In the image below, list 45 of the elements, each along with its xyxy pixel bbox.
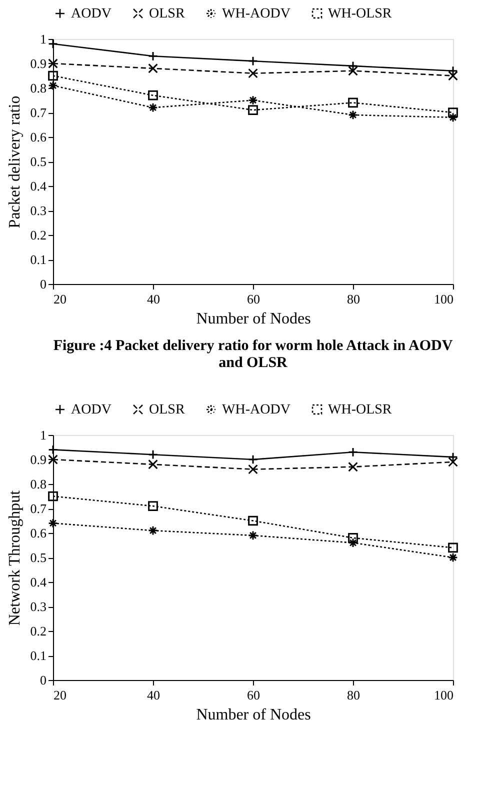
x-tick-label: 60 bbox=[247, 688, 260, 702]
x-tick-label: 100 bbox=[434, 292, 454, 306]
y-tick-label: 0.7 bbox=[30, 105, 47, 120]
y-tick-label: 1 bbox=[40, 32, 46, 46]
y-tick-label: 0.8 bbox=[30, 80, 46, 96]
x-tick-label: 20 bbox=[54, 688, 66, 702]
x-axis-title: Number of Nodes bbox=[196, 706, 311, 724]
y-tick-label: 0.4 bbox=[30, 178, 47, 194]
y-tick-label: 0.5 bbox=[30, 550, 46, 565]
legend-label: WH-AODV bbox=[222, 402, 290, 418]
x-tick-label: 60 bbox=[247, 292, 260, 306]
y-tick-label: 0.4 bbox=[30, 574, 47, 590]
y-tick-label: 0.7 bbox=[30, 501, 47, 516]
y-axis-title: Network Throughput bbox=[6, 490, 24, 626]
x-axis-title: Number of Nodes bbox=[196, 310, 311, 328]
y-tick-label: 0.3 bbox=[30, 203, 46, 218]
text: Figure :4 Packet delivery ratio for worm hole Attack in AODV and OLSR bbox=[53, 338, 453, 371]
y-tick-label: 1 bbox=[40, 428, 46, 442]
legend-label: AODV bbox=[71, 6, 112, 22]
y-tick-label: 0 bbox=[40, 672, 46, 688]
y-tick-label: 0.8 bbox=[30, 476, 46, 492]
x-tick-label: 40 bbox=[147, 688, 160, 702]
y-tick-label: 0.6 bbox=[30, 130, 47, 144]
legend-label: WH-OLSR bbox=[328, 402, 392, 418]
y-tick-label: 0.9 bbox=[30, 56, 46, 71]
legend-label: OLSR bbox=[149, 6, 186, 22]
y-axis-title: Packet delivery ratio bbox=[6, 96, 24, 228]
y-tick-label: 0.5 bbox=[30, 154, 46, 169]
legend-label: OLSR bbox=[149, 402, 186, 418]
x-tick-label: 100 bbox=[434, 688, 454, 702]
x-tick-label: 40 bbox=[147, 292, 160, 306]
legend-label: WH-AODV bbox=[222, 6, 290, 22]
y-tick-label: 0.1 bbox=[30, 252, 46, 267]
legend-label: WH-OLSR bbox=[328, 6, 392, 22]
y-tick-label: 0.2 bbox=[30, 624, 46, 638]
y-tick-label: 0.3 bbox=[30, 599, 46, 614]
y-tick-label: 0.1 bbox=[30, 648, 46, 663]
y-tick-label: 0.6 bbox=[30, 526, 47, 540]
x-tick-label: 80 bbox=[347, 688, 360, 702]
y-tick-label: 0.9 bbox=[30, 452, 46, 467]
legend-label: AODV bbox=[71, 402, 112, 418]
x-tick-label: 80 bbox=[347, 292, 360, 306]
y-tick-label: 0.2 bbox=[30, 228, 46, 242]
x-tick-label: 20 bbox=[54, 292, 66, 306]
y-tick-label: 0 bbox=[40, 276, 46, 292]
